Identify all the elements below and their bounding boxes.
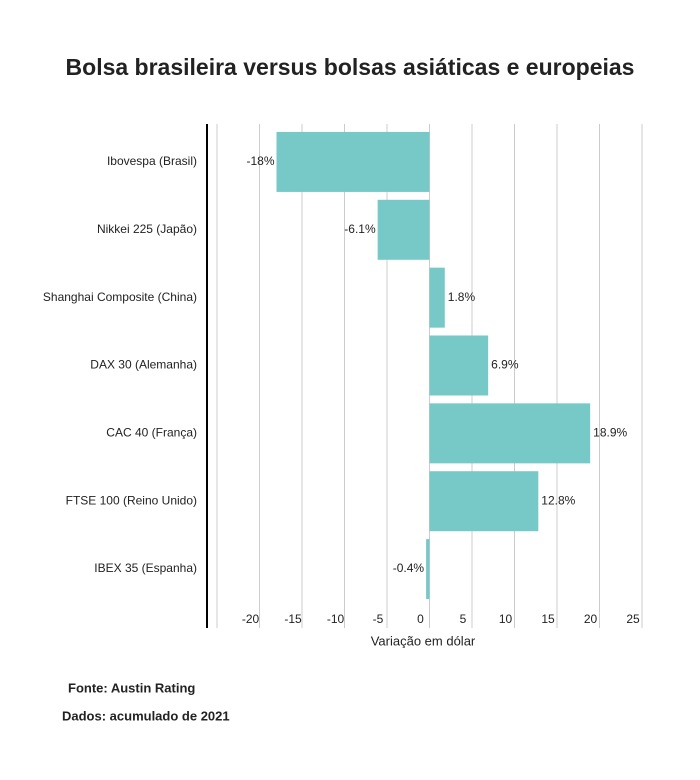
x-tick-label: 10 — [499, 612, 513, 626]
x-tick-label: 25 — [626, 612, 640, 626]
value-label: 12.8% — [541, 493, 575, 507]
x-tick-label: 5 — [460, 612, 467, 626]
y-tick-label: FTSE 100 (Reino Unido) — [66, 493, 197, 507]
x-tick-label: -10 — [327, 612, 345, 626]
y-tick-label: CAC 40 (França) — [106, 426, 197, 440]
y-tick-label: Shanghai Composite (China) — [43, 290, 197, 304]
value-label: -18% — [246, 154, 274, 168]
x-tick-label: -5 — [373, 612, 384, 626]
note: Dados: acumulado de 2021 — [62, 708, 230, 723]
y-tick-label: IBEX 35 (Espanha) — [94, 561, 197, 575]
value-label: -0.4% — [393, 561, 425, 575]
x-tick-label: -15 — [284, 612, 302, 626]
y-tick-label: Nikkei 225 (Japão) — [97, 222, 197, 236]
chart-title: Bolsa brasileira versus bolsas asiáticas… — [66, 54, 635, 80]
y-tick-label: DAX 30 (Alemanha) — [90, 358, 197, 372]
bar — [429, 403, 591, 464]
value-label: 18.9% — [593, 426, 627, 440]
value-label: -6.1% — [344, 222, 376, 236]
bar — [377, 199, 430, 260]
note: Fonte: Austin Rating — [68, 680, 195, 695]
x-tick-label: -20 — [242, 612, 260, 626]
bar — [429, 471, 539, 532]
bar — [426, 539, 430, 600]
value-label: 1.8% — [448, 290, 476, 304]
x-tick-label: 20 — [584, 612, 598, 626]
y-tick-label: Ibovespa (Brasil) — [107, 154, 197, 168]
x-tick-label: 0 — [417, 612, 424, 626]
bar — [276, 131, 430, 192]
x-tick-label: 15 — [541, 612, 555, 626]
value-label: 6.9% — [491, 358, 519, 372]
bar — [429, 267, 445, 328]
bar — [429, 335, 489, 396]
x-axis-label: Variação em dólar — [371, 633, 476, 648]
